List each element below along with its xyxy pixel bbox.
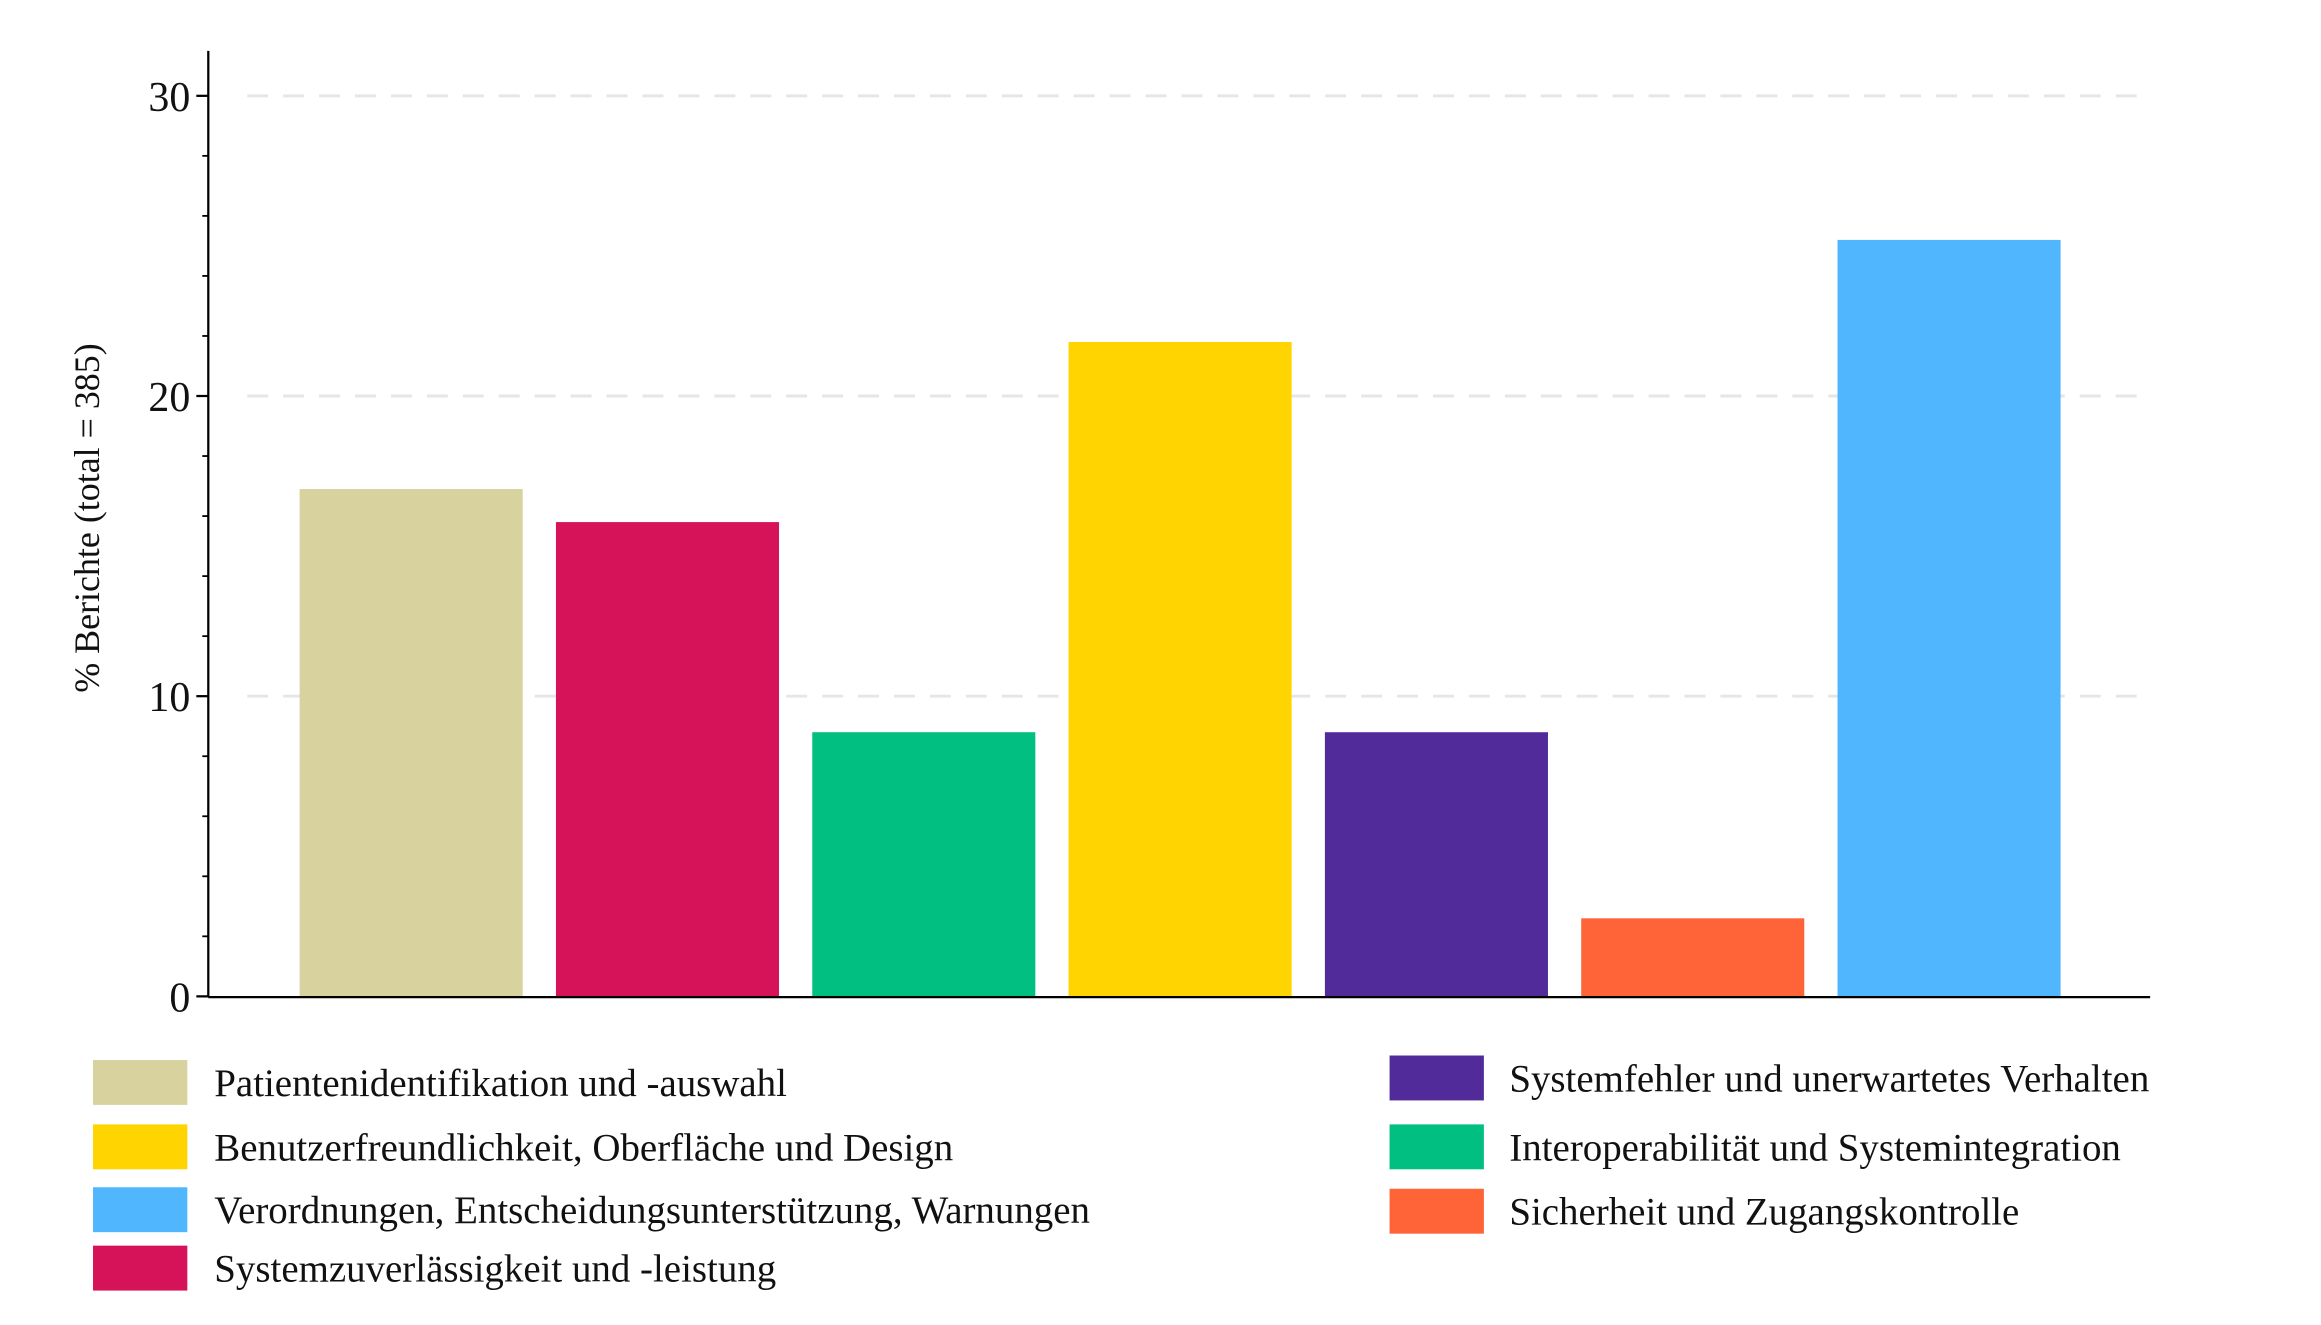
y-tick-label: 30 bbox=[148, 75, 190, 121]
y-tick-label: 10 bbox=[148, 675, 190, 721]
y-tick-label: 20 bbox=[148, 375, 190, 421]
bars bbox=[299, 239, 2061, 997]
legend-swatch bbox=[1389, 1124, 1484, 1170]
legend-swatch bbox=[93, 1245, 188, 1291]
bar bbox=[1068, 341, 1292, 997]
legend-label: Benutzerfreundlichkeit, Oberfläche und D… bbox=[214, 1126, 953, 1169]
legend-item: Benutzerfreundlichkeit, Oberfläche und D… bbox=[93, 1124, 953, 1169]
bar bbox=[555, 522, 780, 997]
legend-swatch bbox=[93, 1124, 188, 1170]
legend-label: Verordnungen, Entscheidungsunterstützung… bbox=[214, 1189, 1090, 1232]
bar bbox=[1581, 918, 1805, 997]
legend-item: Systemzuverlässigkeit und -leistung bbox=[93, 1245, 776, 1291]
legend-item: Interoperabilität und Systemintegration bbox=[1389, 1124, 2121, 1170]
bar bbox=[299, 489, 523, 997]
legend-swatch bbox=[93, 1060, 188, 1105]
legend: Patientenidentifikation und -auswahl Benu… bbox=[93, 1055, 2149, 1291]
legend-item: Sicherheit und Zugangskontrolle bbox=[1389, 1188, 2019, 1234]
y-tick-label: 0 bbox=[169, 975, 190, 1021]
legend-swatch bbox=[1389, 1055, 1484, 1101]
legend-item: Verordnungen, Entscheidungsunterstützung… bbox=[93, 1187, 1090, 1232]
bar bbox=[812, 732, 1036, 997]
bar bbox=[1324, 732, 1548, 997]
y-axis-label: % Berichte (total = 385) bbox=[67, 343, 107, 692]
legend-item: Patientenidentifikation und -auswahl bbox=[93, 1060, 787, 1105]
legend-swatch bbox=[93, 1187, 188, 1233]
legend-swatch bbox=[1389, 1188, 1484, 1234]
legend-label: Sicherheit und Zugangskontrolle bbox=[1509, 1191, 2019, 1234]
legend-item: Systemfehler und unerwartetes Verhalten bbox=[1389, 1055, 2149, 1101]
bar bbox=[1837, 239, 2061, 997]
legend-label: Patientenidentifikation und -auswahl bbox=[214, 1062, 787, 1105]
legend-label: Systemfehler und unerwartetes Verhalten bbox=[1509, 1057, 2149, 1100]
legend-label: Systemzuverlässigkeit und -leistung bbox=[214, 1248, 776, 1291]
y-ticks: 0 10 20 30 bbox=[148, 75, 209, 1021]
legend-label: Interoperabilität und Systemintegration bbox=[1509, 1126, 2121, 1169]
